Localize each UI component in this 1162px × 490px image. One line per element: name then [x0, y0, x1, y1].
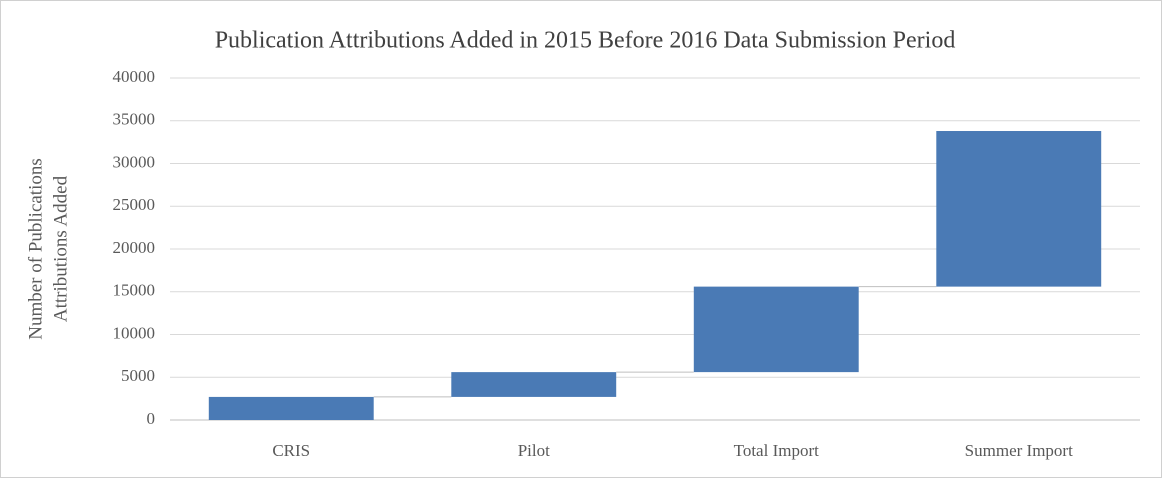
bar [693, 286, 859, 373]
y-tick-label: 10000 [113, 323, 156, 342]
y-tick-label: 0 [147, 409, 156, 428]
y-axis-title: Number of Publications Attributions Adde… [25, 158, 71, 340]
y-axis-title-line: Attributions Added [50, 175, 71, 322]
y-tick-label: 20000 [113, 238, 156, 257]
bar [936, 131, 1102, 287]
x-tick-label: Total Import [734, 441, 819, 460]
y-tick-label: 25000 [113, 195, 156, 214]
y-tick-label: 15000 [113, 281, 156, 300]
y-tick-label: 35000 [113, 110, 156, 129]
chart-title: Publication Attributions Added in 2015 B… [215, 28, 956, 54]
y-axis-title-line: Number of Publications [25, 158, 46, 340]
bar [208, 396, 374, 420]
x-tick-label: CRIS [272, 441, 310, 460]
y-tick-label: 5000 [121, 366, 155, 385]
bar [451, 372, 617, 397]
y-tick-label: 40000 [113, 67, 156, 86]
y-tick-label: 30000 [113, 152, 156, 171]
x-tick-label: Pilot [518, 441, 550, 460]
x-tick-label: Summer Import [965, 441, 1073, 460]
